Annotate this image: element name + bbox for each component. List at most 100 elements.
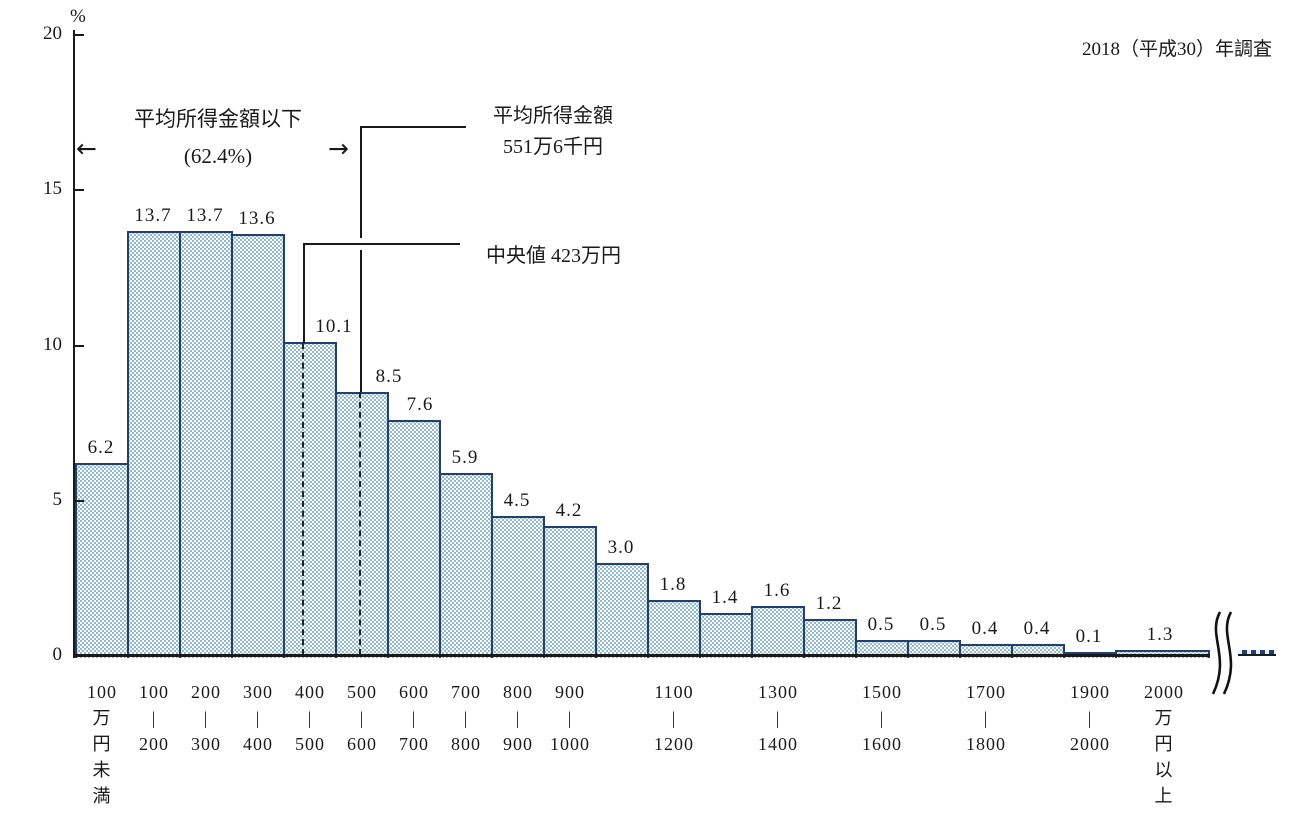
x-axis-tick-label-line: 円 xyxy=(92,734,112,754)
x-axis-tick-label-line: | xyxy=(1087,708,1093,728)
x-axis-tick-label-line: 1300 xyxy=(758,682,798,702)
x-axis-tick-label-line: 400 xyxy=(295,682,325,702)
x-axis-tick-label: 1700 | 1800 xyxy=(959,679,1013,757)
x-axis-tick-label-line: 1100 xyxy=(654,682,694,702)
x-axis-tick-label: 200 | 300 xyxy=(179,679,233,757)
x-axis-tick-label-line: 以 xyxy=(1154,760,1174,780)
x-axis-tick-label: 1500 | 1600 xyxy=(855,679,909,757)
x-axis-tick-label: 2000 万円以上 xyxy=(1137,679,1191,809)
x-axis-tick-label: 1300 | 1400 xyxy=(751,679,805,757)
x-axis-tick-label-line: 200 xyxy=(191,682,221,702)
below-mean-percentage: (62.4%) xyxy=(183,144,253,168)
x-axis-tick-label-line: 900 xyxy=(555,682,585,702)
y-axis-tick-label: 20 xyxy=(43,23,62,44)
y-axis-unit-label: % xyxy=(70,6,86,27)
x-axis-tick-label-line: 1000 xyxy=(550,734,590,754)
x-axis-tick-label-line: | xyxy=(255,708,261,728)
x-axis-tick-label-line: 万 xyxy=(1154,708,1174,728)
bar xyxy=(699,613,753,658)
bar-value-label: 3.0 xyxy=(607,537,635,558)
x-axis-tick-label-line: | xyxy=(567,708,573,728)
x-axis-tick-label-line: | xyxy=(671,708,677,728)
bar-value-label: 13.7 xyxy=(186,205,224,226)
bar-value-label: 13.6 xyxy=(238,208,276,229)
x-axis-tick-label-line: 万 xyxy=(92,708,112,728)
mean-leader-vertical-line-lower xyxy=(360,250,362,392)
survey-year-note: 2018（平成30）年調査 xyxy=(1081,39,1272,60)
left-arrow-icon: ← xyxy=(76,134,97,163)
x-axis-tick-label-line: 300 xyxy=(191,734,221,754)
x-axis-tick-label: 1100 | 1200 xyxy=(647,679,701,757)
bar-value-label: 1.2 xyxy=(815,593,843,614)
y-axis-tick-label: 0 xyxy=(52,644,63,665)
x-axis-tick-label-line: | xyxy=(983,708,989,728)
bar-value-label: 0.4 xyxy=(1023,618,1051,639)
x-axis-tick-label-line: | xyxy=(775,708,781,728)
x-axis-tick-label-line: 600 xyxy=(347,734,377,754)
x-axis-tick-label-line: 1800 xyxy=(966,734,1006,754)
x-axis-tick-label: 100 万円未満 xyxy=(75,679,129,809)
x-axis-tick-label-line: | xyxy=(879,708,885,728)
x-axis-tick-label-line: 円 xyxy=(1154,734,1174,754)
x-axis-tick-label-line: 1500 xyxy=(862,682,902,702)
x-axis-tick-label-line: 800 xyxy=(451,734,481,754)
median-leader-horizontal-line xyxy=(303,243,460,245)
bar-value-label: 1.8 xyxy=(659,574,687,595)
x-axis-tick-label-line: 2000 xyxy=(1144,682,1184,702)
x-axis xyxy=(73,654,1210,657)
mean-annotation: 平均所得金額 551万6千円 xyxy=(462,101,644,163)
x-axis-tick-label-line: | xyxy=(411,708,417,728)
x-axis-tick-label-line: 1200 xyxy=(654,734,694,754)
x-axis-tick-label-line: 500 xyxy=(347,682,377,702)
bar xyxy=(595,563,649,658)
bar-value-label: 7.6 xyxy=(406,394,434,415)
x-axis-tick-label: 400 | 500 xyxy=(283,679,337,757)
x-axis-tick-label: 500 | 600 xyxy=(335,679,389,757)
x-axis-tick-label-line: 1600 xyxy=(862,734,902,754)
x-axis-tick-label: 800 | 900 xyxy=(491,679,545,757)
bar xyxy=(127,231,181,658)
x-axis-tick-label-line: | xyxy=(359,708,365,728)
bar-value-label: 1.6 xyxy=(763,580,791,601)
bar-value-label: 1.4 xyxy=(711,587,739,608)
x-axis-tick-label-line: 満 xyxy=(92,786,112,806)
x-axis-tick-label-line: 700 xyxy=(451,682,481,702)
bar-value-label: 13.7 xyxy=(134,205,172,226)
open-ended-bar-continuation xyxy=(1238,650,1276,656)
median-annotation: 中央値 423万円 xyxy=(486,245,621,267)
right-arrow-icon: → xyxy=(328,134,349,163)
mean-dashed-line xyxy=(359,392,361,655)
bar xyxy=(543,526,597,658)
bar-value-label: 10.1 xyxy=(315,316,353,337)
x-axis-tick-label-line: | xyxy=(203,708,209,728)
bar-value-label: 0.5 xyxy=(919,614,947,635)
x-axis-tick-label: 600 | 700 xyxy=(387,679,441,757)
x-axis-tick-label-line: 300 xyxy=(243,682,273,702)
bar-value-label: 0.4 xyxy=(971,618,999,639)
x-axis-tick-label-line: 800 xyxy=(503,682,533,702)
x-axis-tick-label: 1900 | 2000 xyxy=(1063,679,1117,757)
below-mean-label: 平均所得金額以下 xyxy=(134,107,302,131)
bar xyxy=(75,463,129,658)
x-axis-tick-label-line: 1900 xyxy=(1070,682,1110,702)
mean-leader-horizontal-line xyxy=(360,126,466,128)
x-axis-tick-label-line: 1400 xyxy=(758,734,798,754)
x-axis-tick-label-line: 100 xyxy=(87,682,117,702)
x-axis-tick-label-line: 500 xyxy=(295,734,325,754)
mean-leader-vertical-line-upper xyxy=(360,126,362,238)
x-axis-tick-label-line: 200 xyxy=(139,734,169,754)
axis-break-icon xyxy=(1211,611,1233,695)
bar xyxy=(491,516,545,658)
y-axis xyxy=(73,30,75,658)
x-axis-tick-label-line: 900 xyxy=(503,734,533,754)
x-axis-tick-label-line: 100 xyxy=(139,682,169,702)
bar-value-label: 8.5 xyxy=(375,366,403,387)
x-axis-tick-label-line: 未 xyxy=(92,760,112,780)
y-axis-tick-label: 15 xyxy=(43,178,62,200)
bar xyxy=(335,392,389,658)
x-axis-tick-label-line: 700 xyxy=(399,734,429,754)
x-axis-tick-label: 300 | 400 xyxy=(231,679,285,757)
x-axis-tick-label: 900 | 1000 xyxy=(543,679,597,757)
y-axis-tick xyxy=(75,344,84,347)
